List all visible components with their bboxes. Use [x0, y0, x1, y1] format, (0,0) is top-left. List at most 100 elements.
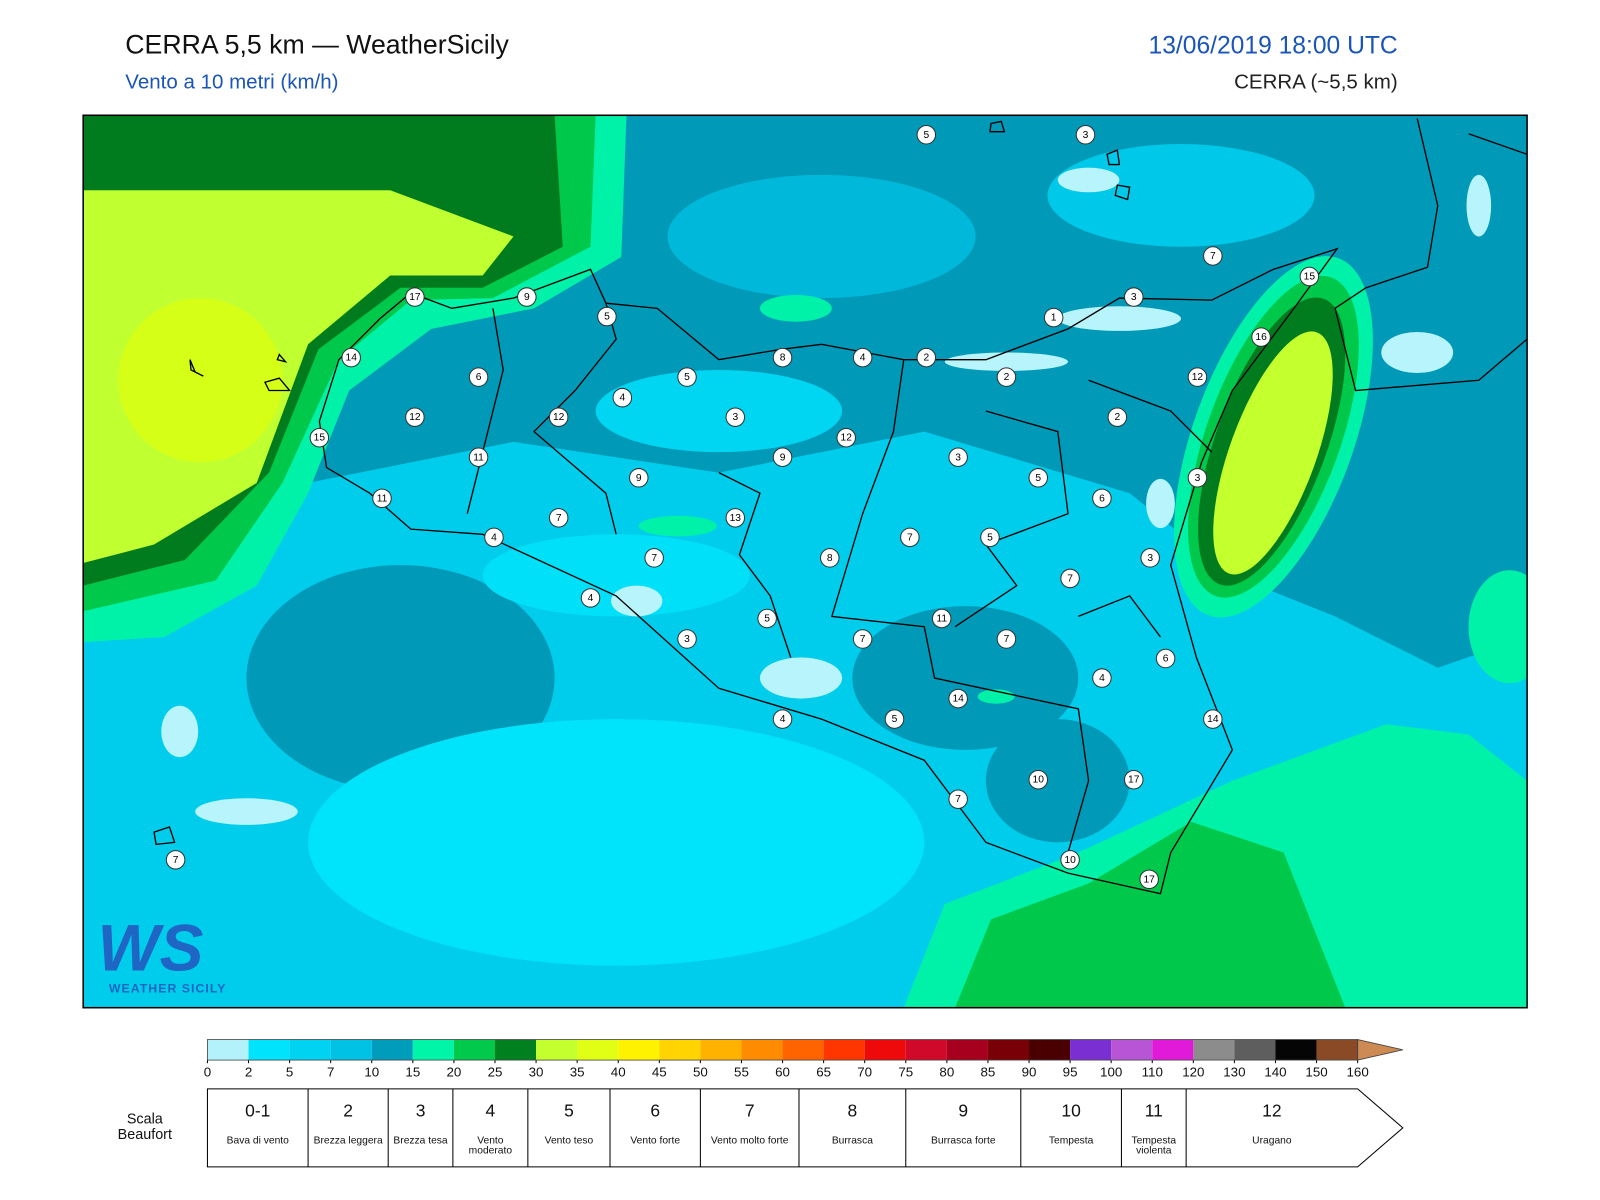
beaufort-name-box: Vento forte — [630, 1136, 680, 1146]
station: 10 — [1028, 769, 1049, 790]
colorbar-tick-label: 110 — [1142, 1065, 1163, 1080]
colorbar-tick-label: 2 — [245, 1065, 252, 1080]
station: 3 — [1187, 468, 1208, 488]
colorbar-tick-label: 0 — [204, 1065, 211, 1080]
subtitle: Vento a 10 metri (km/h) — [125, 71, 338, 94]
station-marker — [996, 367, 1017, 387]
station-marker — [165, 850, 186, 870]
colorbar-bin — [536, 1039, 578, 1061]
station-marker — [772, 709, 793, 729]
station-marker — [884, 709, 905, 729]
beaufort-number: 3 — [416, 1101, 426, 1121]
colorbar-bin — [1193, 1039, 1235, 1061]
colorbar-bin — [577, 1039, 619, 1061]
station-marker — [980, 527, 1000, 548]
colorbar-tick-label: 15 — [405, 1065, 420, 1080]
station: 9 — [517, 287, 537, 307]
station: 14 — [1203, 709, 1223, 729]
colorbar-tick-label: 7 — [327, 1065, 334, 1080]
station-value: 2 — [1004, 372, 1010, 383]
station-value: 7 — [651, 553, 657, 564]
station-marker — [948, 447, 968, 468]
beaufort-number: 0-1 — [245, 1101, 270, 1121]
station: 4 — [1092, 668, 1112, 688]
colorbar-bin — [494, 1039, 537, 1061]
station-value: 11 — [377, 493, 388, 504]
station: 12 — [1187, 367, 1208, 387]
map-frame — [82, 114, 1528, 1009]
beaufort-name-box: Brezza tesa — [393, 1136, 447, 1146]
station-value: 2 — [923, 353, 929, 364]
station-marker — [629, 468, 649, 488]
station-value: 4 — [780, 714, 786, 725]
station: 5 — [916, 125, 937, 145]
station: 2 — [996, 367, 1017, 387]
station-marker — [948, 688, 968, 709]
station-marker — [309, 427, 330, 448]
station: 4 — [580, 588, 601, 608]
colorbar-tick-label: 85 — [981, 1065, 996, 1080]
station: 5 — [980, 527, 1000, 548]
station-marker — [1187, 367, 1208, 387]
station-value: 11 — [936, 613, 947, 624]
station-marker — [916, 347, 937, 368]
station-value: 4 — [491, 532, 497, 543]
beaufort-name-box: Vento moderato — [469, 1136, 512, 1156]
station-marker — [548, 407, 569, 427]
station-marker — [1092, 668, 1112, 688]
beaufort-name-box: Uragano — [1252, 1136, 1291, 1146]
station: 5 — [677, 367, 697, 387]
colorbar-bin — [412, 1039, 454, 1061]
station-value: 7 — [1210, 251, 1216, 262]
station: 9 — [629, 468, 649, 488]
colorbar-frame — [207, 1039, 1359, 1061]
logo-name: WEATHER SICILY — [109, 981, 227, 995]
beaufort-name: Burrasca forte — [931, 1136, 996, 1147]
station-marker — [468, 447, 489, 468]
station: 14 — [948, 688, 968, 709]
colorbar: 0 2 5 7 10 15 20 25 30 35 40 45 50 55 60 65 70 75 80 85 90 95… — [204, 1039, 1403, 1080]
station: 3 — [725, 407, 746, 427]
station: 7 — [852, 629, 873, 649]
station-value: 14 — [1207, 714, 1219, 725]
beaufort-name-box: Brezza leggera — [314, 1136, 383, 1146]
colorbar-tick-label: 35 — [570, 1065, 585, 1080]
station: 15 — [1299, 266, 1320, 287]
beaufort-label-box: Scala Beaufort — [118, 1111, 172, 1141]
station-value: 7 — [1004, 634, 1010, 645]
station-marker — [916, 125, 937, 145]
station-marker — [612, 387, 633, 408]
station: 4 — [772, 709, 793, 729]
colorbar-tick-label: 75 — [898, 1065, 913, 1080]
station: 5 — [1028, 468, 1049, 488]
wind-field — [83, 115, 1528, 1008]
station: 6 — [468, 367, 489, 387]
station-marker — [1092, 488, 1112, 509]
colorbar-bin — [453, 1039, 495, 1061]
colorbar-bin — [782, 1039, 824, 1061]
colorbar-bin — [1070, 1039, 1112, 1061]
station-value: 9 — [636, 473, 642, 484]
station: 7 — [1060, 568, 1080, 589]
datetime: 13/06/2019 18:00 UTC — [1149, 33, 1398, 60]
station-value: 4 — [860, 353, 866, 364]
colorbar-tick-label: 10 — [364, 1065, 379, 1080]
station-value: 7 — [860, 634, 866, 645]
station-value: 7 — [955, 794, 961, 805]
station: 3 — [1075, 125, 1096, 145]
station: 16 — [1251, 327, 1271, 347]
station-value: 9 — [780, 452, 786, 463]
beaufort-number: 8 — [848, 1101, 858, 1121]
station: 12 — [548, 407, 569, 427]
colorbar-bin — [371, 1039, 413, 1061]
colorbar-tick-label: 150 — [1305, 1065, 1327, 1080]
station: 7 — [644, 548, 664, 568]
beaufort-name: Burrasca — [831, 1136, 873, 1147]
station-marker — [725, 508, 746, 528]
beaufort-number: 2 — [343, 1101, 353, 1121]
station-marker — [1107, 407, 1128, 427]
station: 7 — [1203, 246, 1223, 266]
